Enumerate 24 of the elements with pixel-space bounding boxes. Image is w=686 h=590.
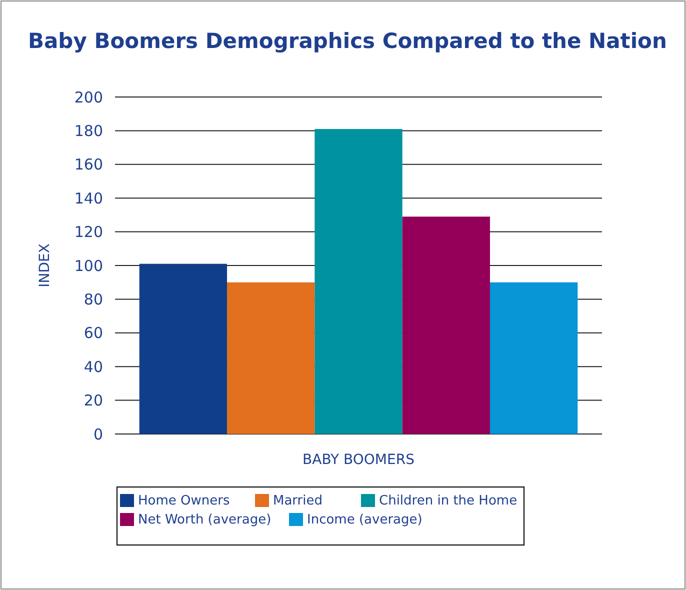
y-tick-label: 100 [74, 256, 103, 275]
y-tick-label: 160 [74, 156, 103, 174]
legend-label: Income (average) [307, 512, 422, 528]
y-tick-label: 0 [93, 425, 103, 444]
legend-label: Married [273, 494, 323, 509]
x-tick-label: BABY BOOMERS [302, 452, 415, 468]
y-tick-label: 40 [84, 358, 103, 376]
bar [227, 282, 315, 434]
y-tick-label: 20 [84, 392, 103, 410]
legend-label: Net Worth (average) [138, 512, 272, 528]
bar [314, 129, 402, 434]
y-tick-label: 140 [74, 189, 103, 208]
legend-label: Home Owners [138, 494, 230, 509]
chart-title: Baby Boomers Demographics Compared to the Nation [28, 29, 667, 53]
bar [490, 282, 578, 434]
y-tick-label: 120 [74, 223, 103, 242]
bar [402, 216, 490, 434]
y-tick-label: 60 [84, 324, 103, 342]
y-tick-label: 200 [74, 88, 103, 106]
y-tick-label: 80 [84, 290, 103, 308]
legend-label: Children in the Home [379, 494, 518, 509]
y-tick-label: 180 [74, 122, 103, 140]
y-axis-title: INDEX [37, 243, 53, 288]
bar [139, 264, 228, 434]
